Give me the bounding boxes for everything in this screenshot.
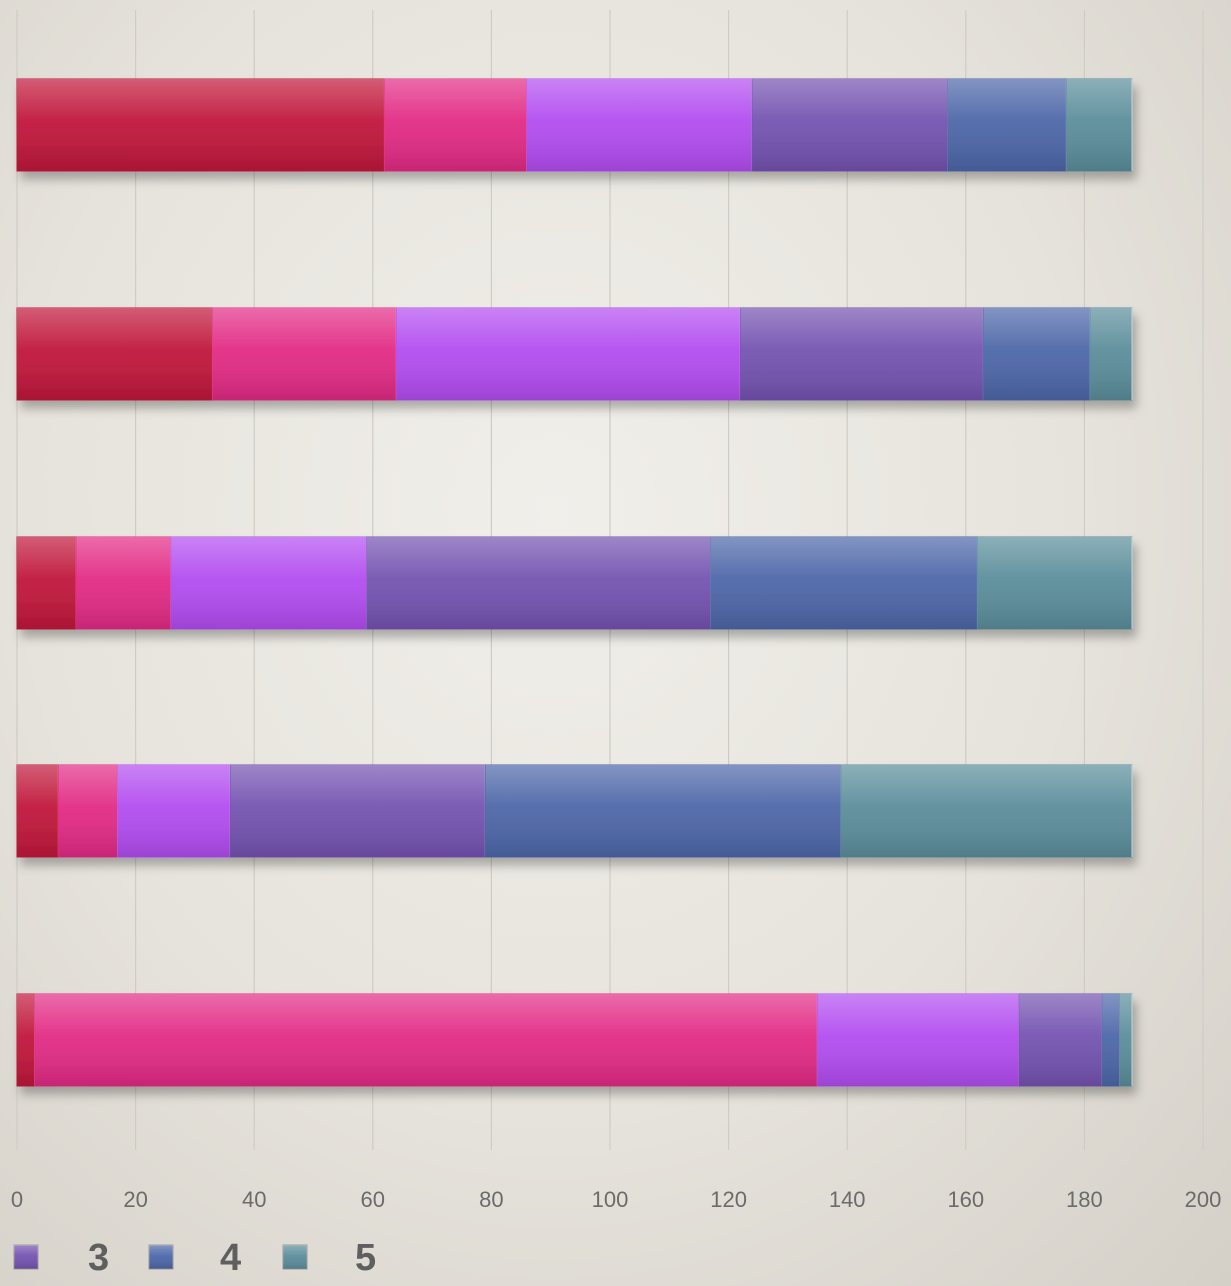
bar-segment-r1-s5	[1089, 307, 1133, 401]
legend-item-5: 5	[282, 1237, 376, 1279]
bars	[16, 78, 1133, 1087]
bar-row-1	[16, 307, 1133, 401]
x-tick-label-9: 180	[1066, 1187, 1103, 1212]
bar-segment-r2-s5	[977, 536, 1133, 630]
bar-row-2	[16, 536, 1133, 630]
bar-segment-r2-s4	[710, 536, 979, 630]
legend-label-4: 4	[220, 1237, 241, 1279]
bar-segment-r0-s4	[947, 78, 1068, 172]
legend-item-3: 3	[13, 1237, 109, 1279]
bar-segment-r4-s3	[1018, 993, 1103, 1087]
x-tick-label-5: 100	[592, 1187, 629, 1212]
x-tick-label-4: 80	[479, 1187, 503, 1212]
bar-segment-r3-s0	[16, 764, 60, 858]
legend-label-3: 3	[88, 1237, 109, 1279]
bar-segment-r3-s1	[58, 764, 119, 858]
bar-row-4	[16, 993, 1133, 1087]
bar-segment-r0-s2	[526, 78, 754, 172]
x-tick-label-2: 40	[242, 1187, 266, 1212]
bar-segment-r4-s5	[1119, 993, 1133, 1087]
bar-segment-r2-s0	[16, 536, 78, 630]
bar-segment-r0-s1	[384, 78, 528, 172]
bar-segment-r1-s1	[212, 307, 398, 401]
bar-segment-r3-s3	[229, 764, 487, 858]
legend-item-4: 4	[148, 1237, 241, 1279]
bar-segment-r4-s0	[16, 993, 36, 1087]
bar-segment-r0-s5	[1066, 78, 1133, 172]
legend-label-5: 5	[355, 1237, 376, 1279]
x-tick-label-7: 140	[829, 1187, 866, 1212]
x-tick-label-10: 200	[1185, 1187, 1222, 1212]
bar-segment-r1-s0	[16, 307, 214, 401]
bar-segment-r0-s3	[751, 78, 949, 172]
x-tick-label-6: 120	[710, 1187, 747, 1212]
bar-segment-r1-s4	[983, 307, 1092, 401]
bar-segment-r1-s2	[396, 307, 742, 401]
bar-row-0	[16, 78, 1133, 172]
bar-segment-r2-s2	[170, 536, 368, 630]
x-tick-label-8: 160	[947, 1187, 984, 1212]
bar-segment-r3-s5	[840, 764, 1133, 858]
bar-segment-r0-s0	[16, 78, 386, 172]
legend: 3 4 5	[13, 1237, 376, 1279]
bar-segment-r3-s2	[117, 764, 232, 858]
bar-segment-r1-s3	[739, 307, 985, 401]
bar-row-3	[16, 764, 1133, 858]
x-tick-label-1: 20	[123, 1187, 147, 1212]
bar-segment-r4-s1	[34, 993, 819, 1087]
bar-segment-r4-s4	[1101, 993, 1121, 1087]
x-tick-label-3: 60	[361, 1187, 385, 1212]
x-axis-ticks: 0 20 40 60 80 100 120 140 160 180 200	[11, 1187, 1221, 1212]
bar-segment-r4-s2	[817, 993, 1020, 1087]
bar-segment-r3-s4	[484, 764, 843, 858]
bar-segment-r2-s3	[366, 536, 712, 630]
x-tick-label-0: 0	[11, 1187, 23, 1212]
bar-segment-r2-s1	[75, 536, 172, 630]
